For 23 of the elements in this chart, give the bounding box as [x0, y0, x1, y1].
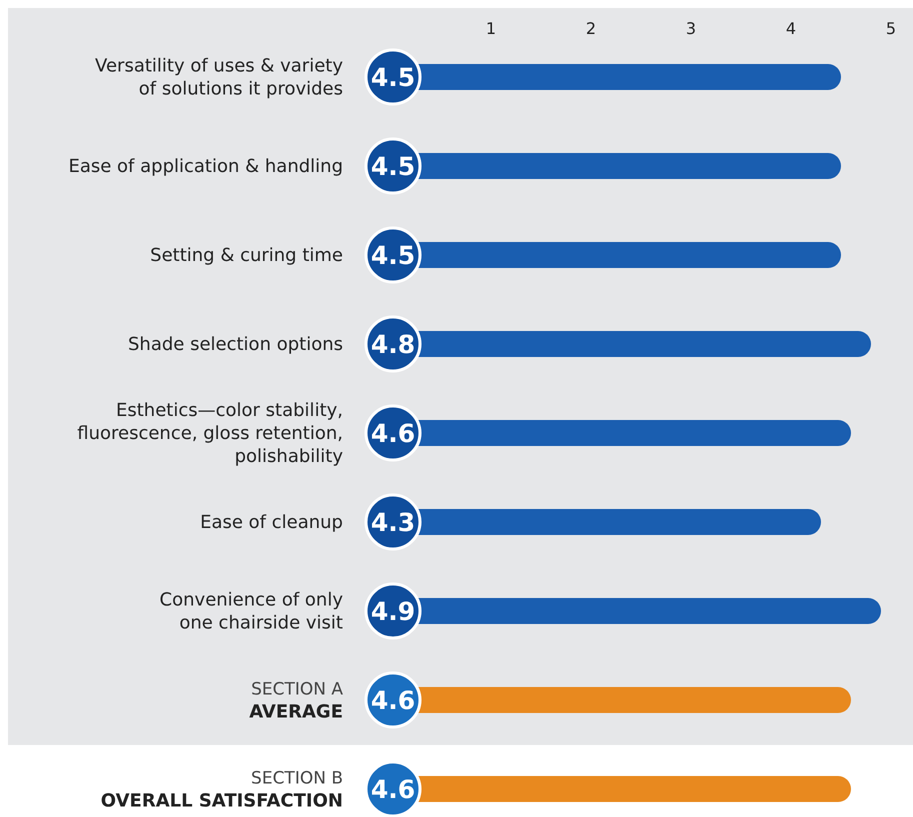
data-label: 4.6 — [370, 686, 416, 715]
data-label: 4.9 — [370, 597, 416, 626]
data-label: 4.6 — [370, 775, 416, 804]
x-tick-label: 2 — [586, 19, 596, 38]
y-tick-label: Ease of application & handling — [68, 156, 343, 177]
y-tick-label: SECTION B OVERALL SATISFACTION — [100, 768, 343, 812]
y-tick-label: Setting & curing time — [150, 245, 343, 266]
y-tick-label: Shade selection options — [128, 334, 343, 355]
data-label: 4.5 — [370, 63, 416, 92]
x-tick-label: 3 — [686, 19, 696, 38]
x-tick-label: 4 — [786, 19, 796, 38]
data-label: 4.8 — [370, 330, 416, 359]
data-label: 4.5 — [370, 241, 416, 270]
y-tick-label: Convenience of only one chairside visit — [160, 590, 344, 634]
data-label: 4.6 — [370, 419, 416, 448]
y-tick-label: Ease of cleanup — [200, 512, 343, 533]
x-tick-label: 1 — [486, 19, 496, 38]
x-tick-label: 5 — [886, 19, 896, 38]
y-tick-label: Versatility of uses & variety of solutions it provides — [95, 56, 344, 100]
data-label: 4.5 — [370, 152, 416, 181]
data-label: 4.3 — [370, 508, 416, 537]
y-tick-label: SECTION A AVERAGE — [249, 680, 344, 722]
y-tick-label: Esthetics—color stability, fluorescence, gloss retention, polishability — [77, 400, 344, 467]
